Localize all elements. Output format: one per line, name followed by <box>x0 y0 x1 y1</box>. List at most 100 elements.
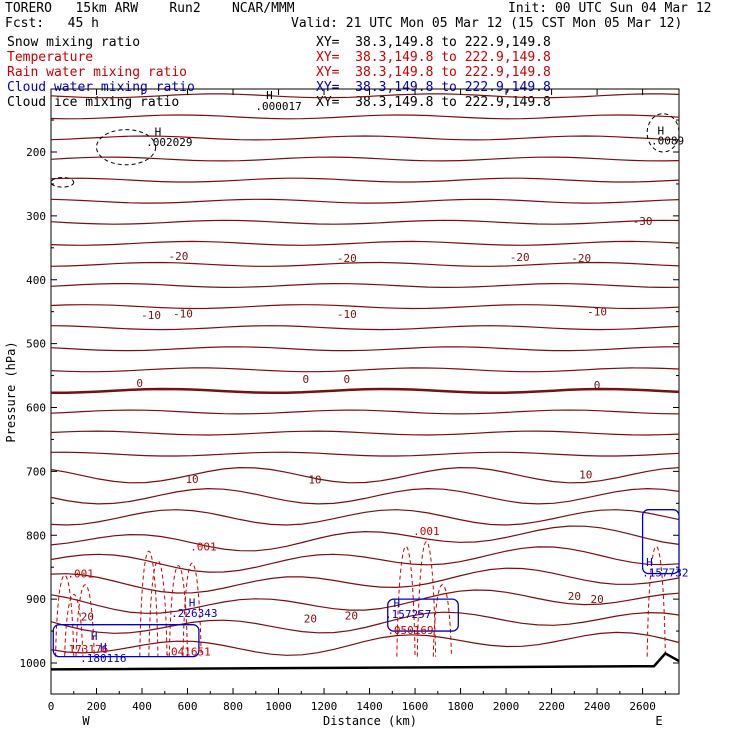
snow-ice-label: .000017 <box>255 100 301 113</box>
field-label-rain: Rain water mixing ratio <box>7 65 188 80</box>
y-tick-label: 200 <box>26 146 46 159</box>
x-tick-label: 800 <box>223 700 243 713</box>
snow-contour <box>50 177 75 188</box>
cloud-water-label: H <box>100 641 107 654</box>
x-tick-label: 1200 <box>311 700 338 713</box>
x-axis: 0 200 400 600 800 1000 1200 1400 1600 1800 2000 220… <box>48 89 666 713</box>
rain-contour <box>168 565 189 657</box>
temperature-label: -20 <box>571 252 591 265</box>
x-tick-label: 2000 <box>493 700 520 713</box>
temperature-label: 20 <box>568 590 581 603</box>
terrain-surface <box>50 651 680 671</box>
field-xy-temperature: XY= 38.3,149.8 to 222.9,149.8 <box>316 50 551 65</box>
isotherm <box>50 611 680 634</box>
field-xy-snow: XY= 38.3,149.8 to 222.9,149.8 <box>316 35 551 50</box>
x-tick-label: 1000 <box>265 700 292 713</box>
isotherm <box>50 93 680 99</box>
cloud-water-label: H <box>646 556 653 569</box>
rain-contour <box>646 545 666 657</box>
isotherm <box>50 282 680 289</box>
x-tick-label: 400 <box>132 700 152 713</box>
snow-contour <box>96 129 157 166</box>
temperature-label: 0 <box>136 377 143 390</box>
y-tick-label: 700 <box>26 465 46 478</box>
terrain-line <box>50 651 680 671</box>
isotherm <box>50 487 680 505</box>
isotherm <box>50 589 680 614</box>
y-axis-label: Pressure (hPa) <box>4 341 18 442</box>
isotherm <box>50 466 680 484</box>
init-time: Init: 00 UTC Sun 04 Mar 12 <box>508 1 712 16</box>
cloud-water-label: H <box>189 596 196 609</box>
cloud-water-label: .157257 <box>385 608 431 621</box>
temperature-label: 20 <box>81 610 94 623</box>
field-label-cloud-water: Cloud water mixing ratio <box>7 80 195 95</box>
isotherm <box>50 367 680 373</box>
isotherm <box>50 387 680 395</box>
temperature-label: -20 <box>510 251 530 264</box>
field-xy-cloud-ice: XY= 38.3,149.8 to 222.9,149.8 <box>316 95 551 110</box>
snow-ice-label: H <box>266 89 273 102</box>
cloud-water-label: .226343 <box>171 607 217 620</box>
temperature-label: -10 <box>337 308 357 321</box>
snow-ice-contours <box>50 113 680 188</box>
temperature-label: -10 <box>141 309 161 322</box>
field-label-temperature: Temperature <box>7 50 94 65</box>
cloud-water-label: .157732 <box>642 566 688 579</box>
snow-ice-label: .0089 <box>651 135 684 148</box>
east-endpoint-label: E <box>655 714 662 728</box>
rain-label: .001 <box>67 568 94 581</box>
temperature-label: 0 <box>343 373 350 386</box>
cloud-water-contour <box>387 598 459 632</box>
isotherm <box>50 409 680 415</box>
y-tick-label: 400 <box>26 274 46 287</box>
rain-contour <box>182 563 202 657</box>
isotherm <box>50 525 680 552</box>
temperature-label: -10 <box>173 308 193 321</box>
rain-contours <box>55 541 666 657</box>
field-xy-rain: XY= 38.3,149.8 to 222.9,149.8 <box>316 65 551 80</box>
cloud-water-label: H <box>394 597 401 610</box>
valid-time: Valid: 21 UTC Mon 05 Mar 12 (15 CST Mon … <box>291 16 683 31</box>
field-xy-cloud-water: XY= 38.3,149.8 to 222.9,149.8 <box>316 80 551 95</box>
snow-ice-label: H <box>657 124 664 137</box>
x-tick-label: 1600 <box>402 700 429 713</box>
rain-contour <box>75 584 95 657</box>
isotherm <box>50 325 680 331</box>
temperature-label: 10 <box>308 474 321 487</box>
isotherm <box>50 240 680 246</box>
isotherm <box>50 261 680 267</box>
temperature-label: -20 <box>337 252 357 265</box>
rain-label: .041651 <box>164 646 210 659</box>
rain-label: .050169 <box>387 624 433 637</box>
rain-label: .001 <box>190 541 217 554</box>
temperature-label: 10 <box>579 469 592 482</box>
isotherm <box>50 177 680 183</box>
isotherm <box>50 198 680 204</box>
rain-contour <box>396 545 416 657</box>
y-tick-label: 800 <box>26 529 46 542</box>
contour-labels: -30 -20 -20 -20 -20 -10 -10 -10 -10 0 0 0 0 10 10 10 20 2… <box>62 89 689 665</box>
temperature-label: 10 <box>185 473 198 486</box>
cloud-water-label: .180116 <box>80 652 126 665</box>
isotherm <box>50 304 680 310</box>
temperature-label: 20 <box>345 610 358 623</box>
isotherm <box>50 546 680 573</box>
y-tick-label: 300 <box>26 210 46 223</box>
temperature-label: -20 <box>168 250 188 263</box>
x-tick-label: 2600 <box>629 700 656 713</box>
x-tick-label: 0 <box>48 700 55 713</box>
temperature-label: -10 <box>587 306 607 319</box>
rain-contour <box>416 541 437 657</box>
field-label-cloud-ice: Cloud ice mixing ratio <box>7 95 180 110</box>
temperature-contours <box>50 93 680 656</box>
isotherm <box>50 114 680 120</box>
temperature-label: 20 <box>304 612 317 625</box>
isotherm <box>50 631 680 656</box>
y-tick-label: 500 <box>26 338 46 351</box>
isotherm <box>50 430 680 436</box>
y-tick-label: 900 <box>26 593 46 606</box>
west-endpoint-label: W <box>82 714 90 728</box>
rain-contour <box>55 574 75 657</box>
